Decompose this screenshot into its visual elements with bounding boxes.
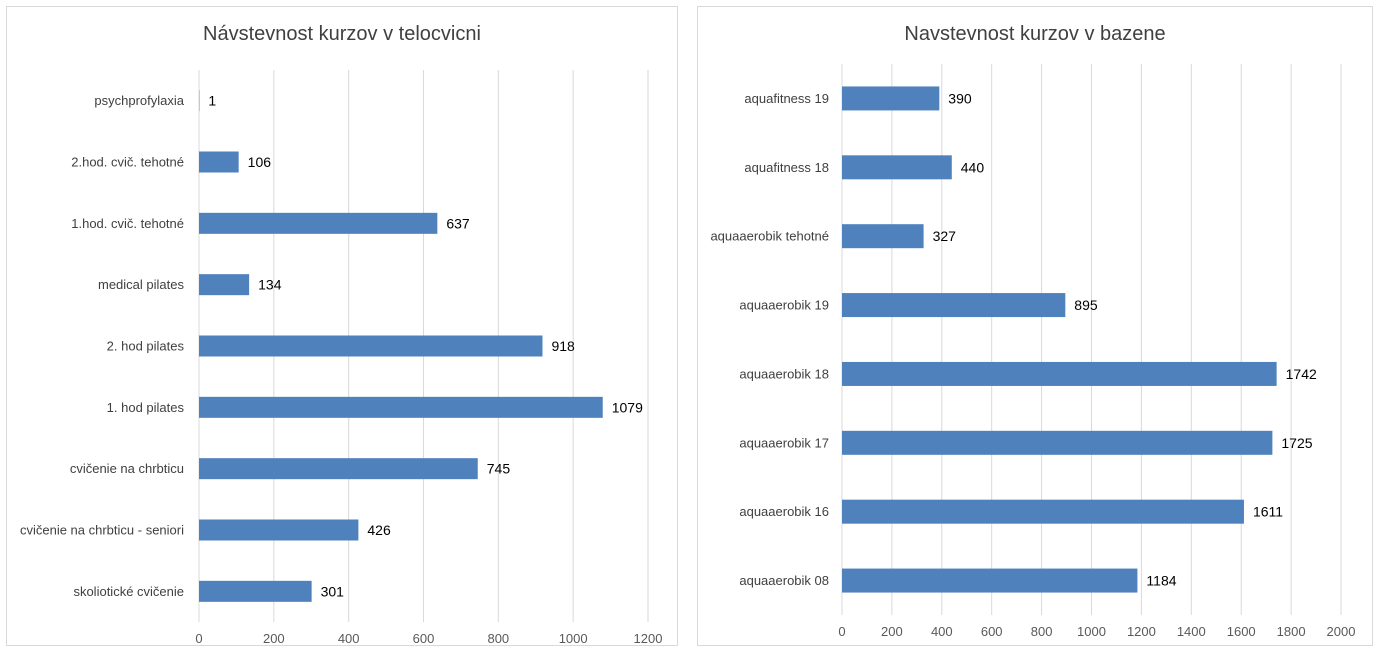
- data-label: 745: [487, 461, 511, 477]
- data-label: 426: [367, 522, 391, 538]
- category-label: aquafitness 19: [744, 91, 829, 106]
- x-tick-label: 0: [838, 624, 845, 639]
- data-label: 1611: [1253, 504, 1283, 520]
- data-label: 327: [933, 228, 957, 244]
- bar: [842, 499, 1244, 524]
- chart-title: Návstevnost kurzov v telocvicni: [203, 23, 481, 45]
- x-tick-label: 0: [195, 631, 202, 645]
- bar: [199, 335, 543, 357]
- x-tick-label: 400: [338, 631, 360, 645]
- category-label: aquaaerobik 16: [739, 504, 829, 519]
- bar: [842, 430, 1273, 455]
- bar: [199, 396, 603, 418]
- data-label: 918: [551, 338, 575, 354]
- bar: [842, 86, 940, 111]
- bar: [199, 274, 250, 296]
- x-tick-label: 200: [263, 631, 285, 645]
- data-label: 1079: [612, 399, 643, 415]
- category-label: psychprofylaxia: [94, 93, 184, 108]
- category-label: skoliotické cvičenie: [73, 584, 184, 599]
- bar: [199, 151, 239, 173]
- x-tick-label: 200: [881, 624, 903, 639]
- bar: [199, 212, 438, 234]
- bar: [842, 293, 1066, 318]
- x-tick-label: 1200: [1127, 624, 1156, 639]
- data-label: 1: [208, 93, 216, 109]
- category-label: aquaaerobik 17: [739, 435, 829, 450]
- data-label: 106: [248, 154, 272, 170]
- category-label: aquaaerobik 19: [739, 298, 829, 313]
- x-tick-label: 1800: [1277, 624, 1306, 639]
- category-label: 1. hod pilates: [107, 400, 185, 415]
- data-label: 390: [948, 90, 972, 106]
- bar: [842, 155, 952, 180]
- data-label: 1742: [1286, 366, 1317, 382]
- bar: [199, 519, 359, 541]
- x-tick-label: 1600: [1227, 624, 1256, 639]
- bar: [199, 580, 312, 602]
- x-tick-label: 400: [931, 624, 953, 639]
- x-tick-label: 600: [981, 624, 1003, 639]
- x-tick-label: 1000: [1077, 624, 1106, 639]
- data-label: 1184: [1146, 573, 1176, 589]
- category-label: aquafitness 18: [744, 160, 829, 175]
- x-tick-label: 1000: [559, 631, 588, 645]
- x-tick-label: 1400: [1177, 624, 1206, 639]
- x-tick-label: 1200: [634, 631, 663, 645]
- bar-chart-telocvicna: 0 200 400 600 800 1000 1200 psychprofylaxia 1 2.h…: [20, 70, 663, 645]
- x-tick-label: 800: [1031, 624, 1053, 639]
- category-label: medical pilates: [98, 277, 184, 292]
- data-label: 134: [258, 277, 282, 293]
- category-label: aquaaerobik 08: [739, 573, 829, 588]
- category-label: cvičenie na chrbticu: [70, 461, 184, 476]
- category-label: 2. hod pilates: [107, 339, 185, 354]
- data-label: 440: [961, 159, 985, 175]
- chart-panel-telocvicna: Návstevnost kurzov v telocvicni 0 200 400 6…: [6, 6, 678, 646]
- bar: [199, 458, 478, 480]
- category-label: aquaaerobik tehotné: [710, 229, 829, 244]
- category-label: aquaaerobik 18: [739, 366, 829, 381]
- category-label: 2.hod. cvič. tehotné: [71, 155, 184, 170]
- category-label: cvičenie na chrbticu - seniori: [20, 523, 184, 538]
- chart-panel-bazen: Navstevnost kurzov v bazene 0 200 400 600 80…: [697, 6, 1373, 646]
- x-tick-label: 800: [487, 631, 509, 645]
- chart-title: Navstevnost kurzov v bazene: [904, 23, 1166, 45]
- data-label: 895: [1074, 297, 1098, 313]
- data-label: 1725: [1281, 435, 1312, 451]
- x-tick-label: 600: [413, 631, 435, 645]
- data-label: 301: [321, 583, 345, 599]
- bar: [842, 361, 1277, 386]
- data-label: 637: [446, 215, 470, 231]
- bar-chart-bazen: 0 200 400 600 800 1000 1200 1400 1600 1800 2000 aqu…: [710, 64, 1356, 639]
- x-tick-label: 2000: [1327, 624, 1356, 639]
- category-label: 1.hod. cvič. tehotné: [71, 216, 184, 231]
- bar: [842, 224, 924, 249]
- bar: [842, 568, 1138, 593]
